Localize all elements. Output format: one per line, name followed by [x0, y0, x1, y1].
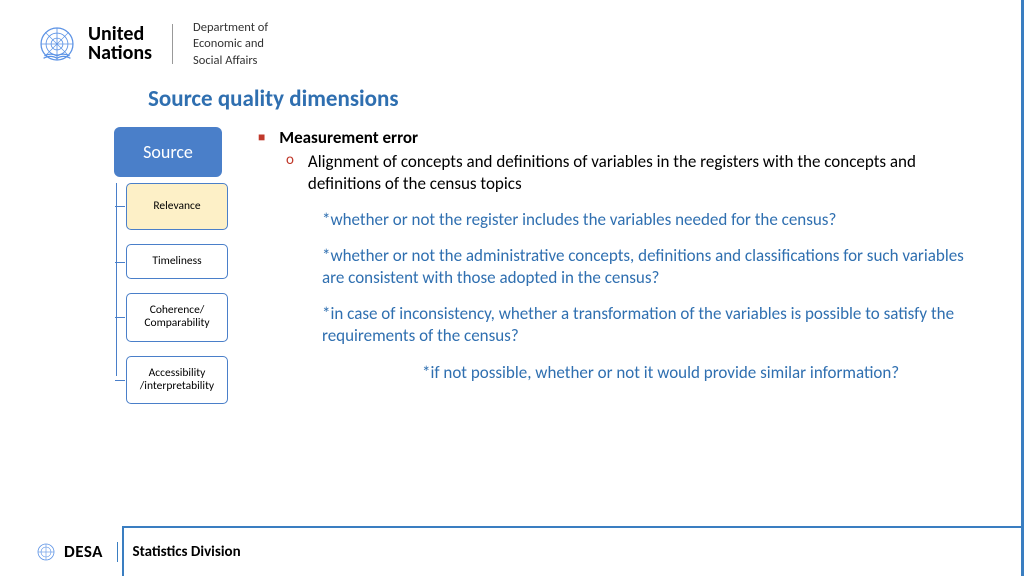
division-label: Statistics Division [132, 543, 240, 561]
hierarchy-child-coherence: Coherence/ Comparability [126, 293, 228, 341]
content-area: ■ Measurement error o Alignment of conce… [258, 127, 985, 418]
main-bullet: ■ Measurement error [258, 127, 985, 149]
footer-content: DESA Statistics Division [36, 541, 241, 562]
footer-divider [117, 542, 119, 562]
hierarchy-diagram: Source Relevance Timeliness Coherence/ C… [108, 127, 228, 418]
slide-title: Source quality dimensions [148, 85, 1021, 113]
org-line2: Nations [88, 44, 152, 63]
slide: United Nations Department of Economic an… [0, 0, 1024, 576]
content-heading: Measurement error [279, 127, 418, 149]
hierarchy-child-relevance: Relevance [126, 183, 228, 230]
star-item-3: *in case of inconsistency, whether a tra… [322, 303, 985, 347]
hierarchy-child-accessibility: Accessibility /interpretability [126, 356, 228, 404]
footer-top-line [122, 526, 1021, 528]
content-subtext: Alignment of concepts and definitions of… [308, 151, 985, 195]
header-divider [172, 24, 173, 64]
department-name: Department of Economic and Social Affair… [193, 20, 268, 69]
body: Source Relevance Timeliness Coherence/ C… [0, 127, 1021, 418]
dept-line1: Department of [193, 20, 268, 36]
star-item-4: *if not possible, whether or not it woul… [422, 362, 985, 384]
hierarchy-child-timeliness: Timeliness [126, 244, 228, 279]
star-list: *whether or not the register includes th… [322, 209, 985, 384]
star-item-2: *whether or not the administrative conce… [322, 245, 985, 289]
sub-bullet: o Alignment of concepts and definitions … [286, 151, 985, 195]
org-name: United Nations [88, 25, 152, 63]
star-item-1: *whether or not the register includes th… [322, 209, 985, 231]
circle-bullet-icon: o [286, 151, 294, 195]
desa-label: DESA [64, 541, 103, 562]
hierarchy-root: Source [114, 127, 222, 177]
footer: DESA Statistics Division [0, 526, 1021, 576]
un-emblem-icon [36, 23, 78, 65]
dept-line2: Economic and [193, 36, 268, 52]
desa-emblem-icon [36, 542, 56, 562]
header: United Nations Department of Economic an… [0, 0, 1021, 69]
hierarchy-children: Relevance Timeliness Coherence/ Comparab… [108, 183, 228, 404]
dept-line3: Social Affairs [193, 53, 268, 69]
square-bullet-icon: ■ [258, 131, 265, 149]
